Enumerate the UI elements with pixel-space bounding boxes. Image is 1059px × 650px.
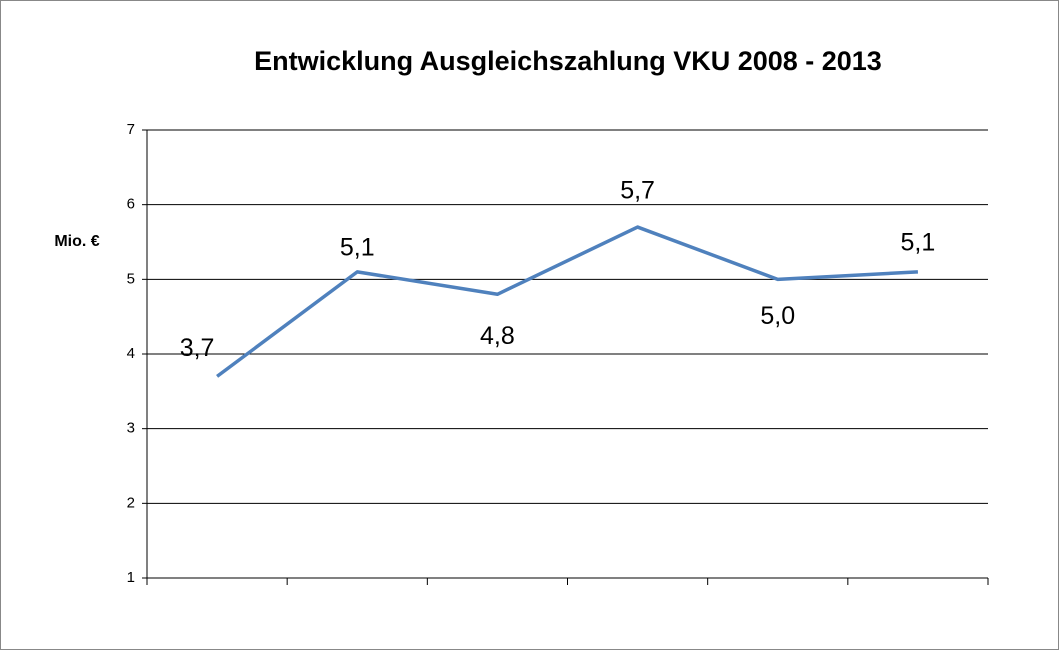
data-label: 4,8	[480, 322, 515, 350]
chart-title: Entwicklung Ausgleichszahlung VKU 2008 -…	[254, 46, 882, 76]
data-line	[216, 225, 919, 378]
data-label: 5,0	[760, 302, 795, 330]
y-axis-label: Mio. €	[54, 233, 99, 250]
y-tick-label: 3	[127, 420, 135, 437]
data-label: 3,7	[180, 334, 215, 362]
y-tick-label: 5	[127, 270, 135, 287]
data-label: 5,1	[901, 228, 936, 256]
y-tick-label: 7	[127, 121, 135, 138]
y-tick-label: 2	[127, 494, 135, 511]
data-label: 5,1	[340, 233, 375, 261]
y-tick-label: 4	[127, 345, 135, 362]
data-label: 5,7	[620, 177, 655, 205]
y-tick-label: 6	[127, 196, 135, 213]
y-tick-label: 1	[127, 569, 135, 586]
